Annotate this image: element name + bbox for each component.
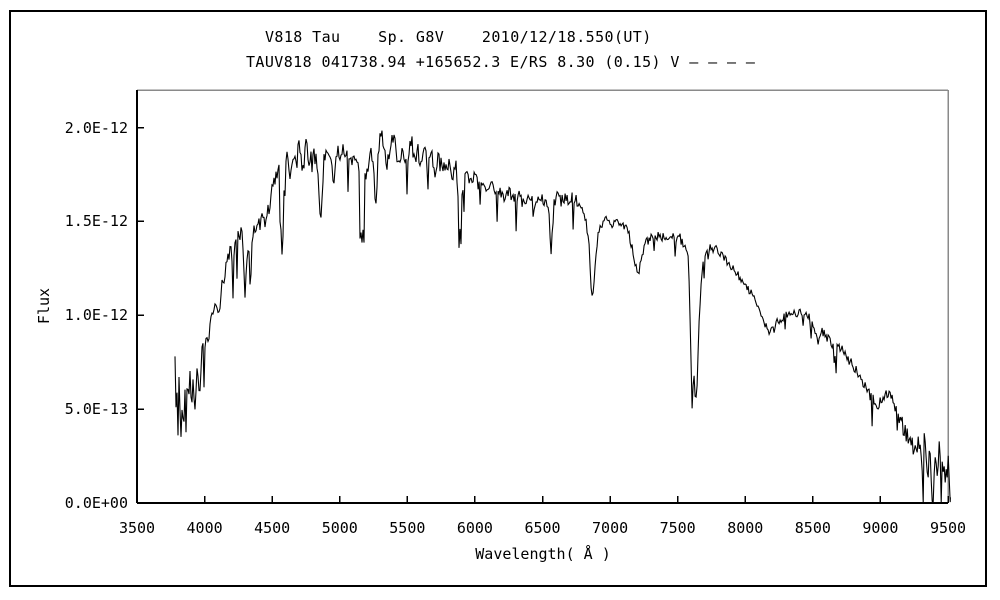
x-tick-label: 6000 — [456, 519, 493, 537]
chart-subtitle: TAUV818 041738.94 +165652.3 E/RS 8.30 (0… — [246, 53, 756, 71]
spectrum-line — [174, 130, 951, 504]
figure-border — [9, 10, 987, 587]
x-tick-label: 7500 — [659, 519, 696, 537]
x-tick-label: 9000 — [862, 519, 899, 537]
y-tick-label: 5.0E-13 — [64, 400, 128, 419]
x-tick-label: 5000 — [321, 519, 358, 537]
y-tick-label: 1.0E-12 — [64, 306, 128, 325]
x-tick-label: 9500 — [929, 519, 967, 537]
x-tick-label: 5500 — [389, 519, 426, 537]
x-tick-label: 6500 — [524, 519, 561, 537]
x-tick-label: 4500 — [254, 519, 291, 537]
chart-title: V818 Tau Sp. G8V 2010/12/18.550(UT) — [265, 28, 652, 46]
y-tick-label: 0.0E+00 — [64, 494, 128, 512]
x-tick-label: 3500 — [118, 519, 156, 537]
x-tick-label: 4000 — [186, 519, 223, 537]
y-tick-label: 2.0E-12 — [64, 118, 128, 137]
x-axis-title: Wavelength( Å ) — [475, 545, 611, 563]
x-tick-label: 8500 — [794, 519, 831, 537]
x-tick-label: 8000 — [727, 519, 764, 537]
x-tick-label: 7000 — [592, 519, 629, 537]
y-tick-label: 1.5E-12 — [64, 212, 128, 231]
